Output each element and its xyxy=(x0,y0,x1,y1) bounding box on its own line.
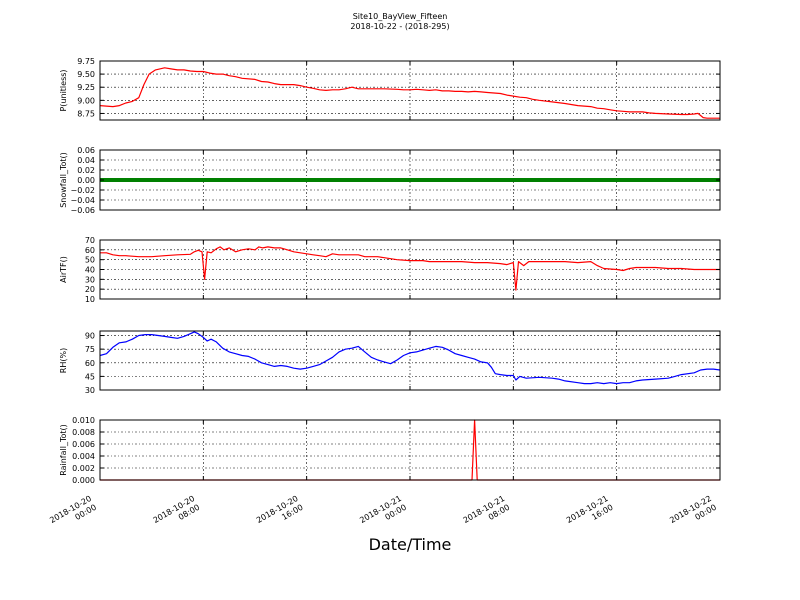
y-tick-label: 0.002 xyxy=(72,464,95,473)
y-axis-label: P(unitless) xyxy=(59,69,68,111)
panel-snowfall-total: −0.06−0.04−0.020.000.020.040.06 Snowfall_… xyxy=(59,146,721,215)
x-tick-label: 2018-10-2008:00 xyxy=(152,494,202,534)
y-tick-label: 0.04 xyxy=(77,156,95,165)
panel-relative-humidity: 30 45 60 75 90 RH(%) xyxy=(59,330,721,395)
x-axis-label: Date/Time xyxy=(369,535,452,554)
y-axis-label: RH(%) xyxy=(59,348,68,373)
y-tick-label: 0.02 xyxy=(77,166,95,175)
x-tick-label: 2018-10-2000:00 xyxy=(48,494,98,534)
y-tick-label: 60 xyxy=(85,246,95,255)
x-tick-label: 2018-10-2116:00 xyxy=(565,494,615,534)
y-tick-label: 0.000 xyxy=(72,476,95,485)
panel-rainfall-total: 0.000 0.002 0.004 0.006 0.008 0.010 Rainfall_T… xyxy=(59,416,721,485)
x-tick-label: 2018-10-2100:00 xyxy=(358,494,408,534)
y-tick-label: 0.006 xyxy=(72,440,95,449)
y-tick-label: 20 xyxy=(85,285,95,294)
y-tick-label: 50 xyxy=(85,256,95,265)
y-tick-label: −0.04 xyxy=(70,196,95,205)
y-tick-label: −0.06 xyxy=(70,206,95,215)
y-tick-label: 0.010 xyxy=(72,416,95,425)
x-tick-label: 2018-10-2016:00 xyxy=(255,494,305,534)
chart-title: Site10_BayView_Fifteen xyxy=(353,12,448,21)
chart-subtitle: 2018-10-22 - (2018-295) xyxy=(350,22,449,31)
y-tick-label: 75 xyxy=(85,345,95,354)
y-tick-label: 30 xyxy=(85,275,95,284)
x-tick-label: 2018-10-2200:00 xyxy=(668,494,718,534)
y-tick-label: 9.50 xyxy=(77,70,95,79)
y-axis-label: Rainfall_Tot() xyxy=(59,424,68,476)
y-tick-label: 60 xyxy=(85,359,95,368)
series-line xyxy=(100,246,720,291)
y-tick-label: 9.00 xyxy=(77,96,95,105)
y-tick-label: 8.75 xyxy=(77,109,95,118)
y-tick-label: 0.004 xyxy=(72,452,95,461)
y-tick-label: 30 xyxy=(85,386,95,395)
y-tick-label: 70 xyxy=(85,236,95,245)
series-line xyxy=(99,67,720,119)
panel-p-unitless: 8.75 9.00 9.25 9.50 9.75 P(unitless) xyxy=(59,57,721,121)
y-tick-label: 9.25 xyxy=(77,83,95,92)
y-axis-label: Snowfall_Tot() xyxy=(59,152,68,208)
y-tick-label: 0.06 xyxy=(77,146,95,155)
y-tick-label: 0.008 xyxy=(72,428,95,437)
x-tick-labels: 2018-10-2000:00 2018-10-2008:00 2018-10-20… xyxy=(48,494,718,534)
y-tick-label: −0.02 xyxy=(70,186,95,195)
y-tick-label: 9.75 xyxy=(77,57,95,66)
x-tick-label: 2018-10-2108:00 xyxy=(462,494,512,534)
y-tick-label: 90 xyxy=(85,332,95,341)
series-line xyxy=(99,331,721,385)
y-tick-label: 40 xyxy=(85,266,95,275)
y-tick-label: 0.00 xyxy=(77,176,95,185)
y-tick-label: 45 xyxy=(85,372,95,381)
y-axis-label: AirTF() xyxy=(59,256,68,283)
y-tick-label: 10 xyxy=(85,295,95,304)
